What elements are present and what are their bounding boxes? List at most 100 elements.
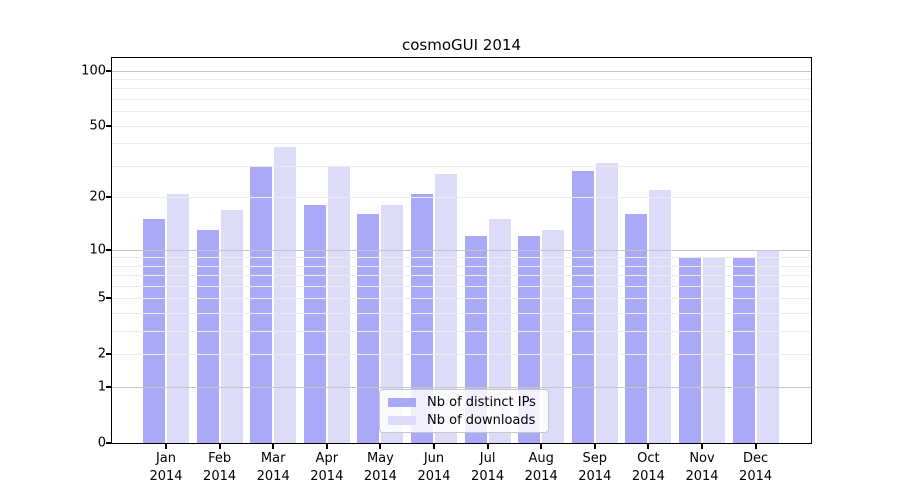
x-tick-year: 2014 (363, 469, 397, 484)
x-tick-month: Apr (315, 451, 339, 466)
bar-downloads-sep (595, 163, 618, 443)
y-tick-mark-1 (106, 386, 111, 389)
legend-item-downloads: Nb of downloads (388, 413, 540, 428)
x-tick-year: 2014 (631, 469, 665, 484)
x-tick-year: 2014 (578, 469, 612, 484)
minor-gridline-80 (112, 88, 811, 90)
minor-gridline-2 (112, 354, 811, 356)
minor-gridline-7 (112, 275, 811, 277)
y-tick-mark-5 (106, 297, 111, 300)
x-tick-month: Mar (260, 451, 286, 466)
x-tick-year: 2014 (310, 469, 344, 484)
minor-gridline-70 (112, 99, 811, 100)
x-tick-mark-sep (593, 444, 596, 449)
x-tick-month: Aug (528, 451, 554, 466)
x-tick-label-dec: Dec 2014 (726, 450, 786, 486)
bar-distinct-ips-nov (679, 257, 701, 443)
x-tick-label-feb: Feb 2014 (190, 450, 250, 486)
x-tick-mark-jul (486, 444, 489, 449)
bar-distinct-ips-oct (625, 214, 648, 443)
major-gridline-1 (112, 387, 811, 389)
minor-gridline-20 (112, 197, 811, 199)
x-tick-label-aug: Aug 2014 (511, 450, 571, 486)
y-tick-label-100: 100 (81, 63, 106, 79)
x-tick-month: May (366, 451, 394, 466)
x-tick-mark-oct (647, 444, 650, 449)
minor-gridline-90 (112, 79, 811, 80)
bar-distinct-ips-feb (196, 230, 219, 443)
bar-downloads-mar (274, 147, 297, 443)
x-tick-year: 2014 (256, 469, 290, 484)
x-tick-year: 2014 (739, 469, 773, 484)
x-tick-mark-aug (540, 444, 543, 449)
x-tick-label-mar: Mar 2014 (243, 450, 303, 486)
minor-gridline-40 (112, 143, 811, 145)
y-tick-label-1: 1 (97, 379, 106, 395)
bar-distinct-ips-may (357, 214, 380, 443)
y-tick-mark-50 (106, 124, 111, 127)
x-tick-mark-dec (754, 444, 757, 449)
axis-ticks-layer: 0 1 2 5 10 20 50 100 Jan 2014 Feb 2014 Mar 2014 Apr 201… (81, 58, 811, 484)
x-tick-mark-jun (433, 444, 435, 449)
x-tick-month: Dec (743, 451, 769, 466)
x-tick-label-jun: Jun 2014 (404, 450, 464, 486)
x-tick-year: 2014 (203, 469, 237, 484)
x-tick-mark-may (379, 444, 382, 449)
y-tick-mark-2 (106, 353, 111, 356)
x-tick-mark-feb (218, 444, 221, 449)
y-tick-mark-100 (106, 69, 111, 72)
y-tick-label-10: 10 (89, 242, 106, 257)
x-tick-year: 2014 (685, 469, 719, 484)
y-tick-mark-20 (106, 196, 111, 199)
bar-downloads-dec (756, 249, 779, 443)
x-tick-mark-apr (325, 444, 328, 449)
legend: Nb of distinct IPs Nb of downloads (379, 389, 549, 433)
minor-gridline-50 (112, 125, 811, 127)
gridlines-layer (112, 58, 811, 443)
legend-label-distinct-ips: Nb of distinct IPs (427, 394, 536, 410)
x-tick-month: Feb (208, 451, 232, 466)
x-tick-label-apr: Apr 2014 (297, 450, 357, 486)
y-tick-label-2: 2 (97, 346, 106, 362)
plot-area: 0 1 2 5 10 20 50 100 Jan 2014 Feb 2014 Mar 2014 Apr 201… (81, 58, 811, 484)
bar-downloads-may (381, 205, 404, 443)
bar-downloads-nov (703, 257, 725, 443)
bar-downloads-jun (435, 174, 457, 443)
bar-downloads-apr (327, 165, 350, 443)
x-tick-mark-mar (272, 444, 275, 449)
legend-item-distinct-ips: Nb of distinct IPs (388, 395, 540, 410)
y-tick-mark-10 (106, 248, 111, 251)
legend-swatch-distinct-ips-icon (388, 397, 416, 407)
y-tick-label-0: 0 (97, 435, 106, 451)
x-tick-year: 2014 (149, 469, 183, 484)
bar-distinct-ips-mar (250, 165, 273, 443)
x-tick-month: Jun (423, 451, 445, 466)
y-tick-label-50: 50 (89, 118, 106, 134)
minor-gridline-4 (112, 313, 811, 315)
x-tick-label-jan: Jan 2014 (136, 450, 196, 486)
x-tick-month: Nov (689, 451, 715, 466)
minor-gridline-6 (112, 286, 811, 287)
x-tick-label-nov: Nov 2014 (672, 450, 732, 486)
bar-downloads-jan (167, 193, 189, 443)
x-tick-year: 2014 (471, 469, 505, 484)
y-tick-label-20: 20 (89, 189, 106, 205)
x-tick-year: 2014 (524, 469, 558, 484)
x-tick-mark-nov (701, 444, 703, 449)
major-gridline-10 (112, 249, 811, 251)
chart-title: cosmoGUI 2014 (402, 36, 521, 54)
bar-downloads-oct (649, 190, 672, 443)
minor-gridline-30 (112, 165, 811, 167)
x-tick-label-oct: Oct 2014 (618, 450, 678, 486)
legend-swatch-downloads-icon (388, 415, 416, 425)
y-tick-label-5: 5 (97, 290, 106, 306)
minor-gridline-5 (112, 298, 811, 300)
x-tick-label-sep: Sep 2014 (565, 450, 625, 486)
x-tick-month: Jan (155, 451, 177, 466)
bar-distinct-ips-sep (571, 171, 594, 443)
x-tick-label-jul: Jul 2014 (458, 450, 518, 486)
minor-gridline-60 (112, 111, 811, 113)
x-tick-month: Sep (582, 451, 608, 466)
y-tick-mark-0 (106, 442, 111, 444)
